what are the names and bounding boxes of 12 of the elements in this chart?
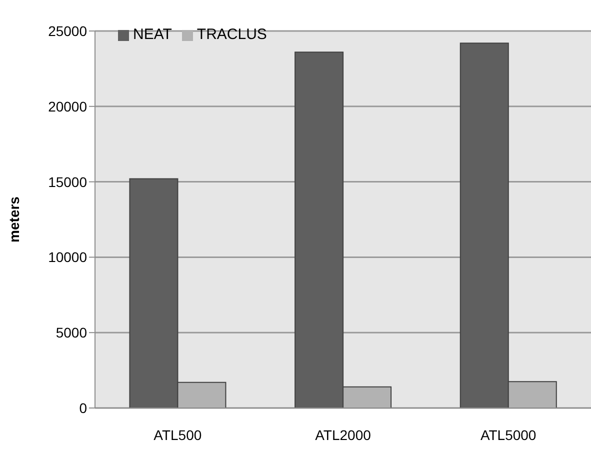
y-tick-label: 20000 bbox=[48, 98, 88, 114]
x-tick-label: ATL5000 bbox=[480, 426, 536, 443]
x-tick-label: ATL500 bbox=[154, 426, 202, 443]
y-axis-title: meters bbox=[6, 196, 22, 242]
y-tick-label: 25000 bbox=[48, 22, 88, 39]
y-tick-label: 0 bbox=[79, 400, 88, 416]
legend-label: NEAT bbox=[133, 26, 172, 43]
x-tick-label: ATL2000 bbox=[315, 426, 372, 443]
y-tick-label: 15000 bbox=[48, 174, 88, 190]
y-tick-label: 10000 bbox=[48, 249, 88, 266]
y-tick-label: 5000 bbox=[56, 324, 88, 341]
legend-label: TRACLUS bbox=[196, 26, 267, 43]
